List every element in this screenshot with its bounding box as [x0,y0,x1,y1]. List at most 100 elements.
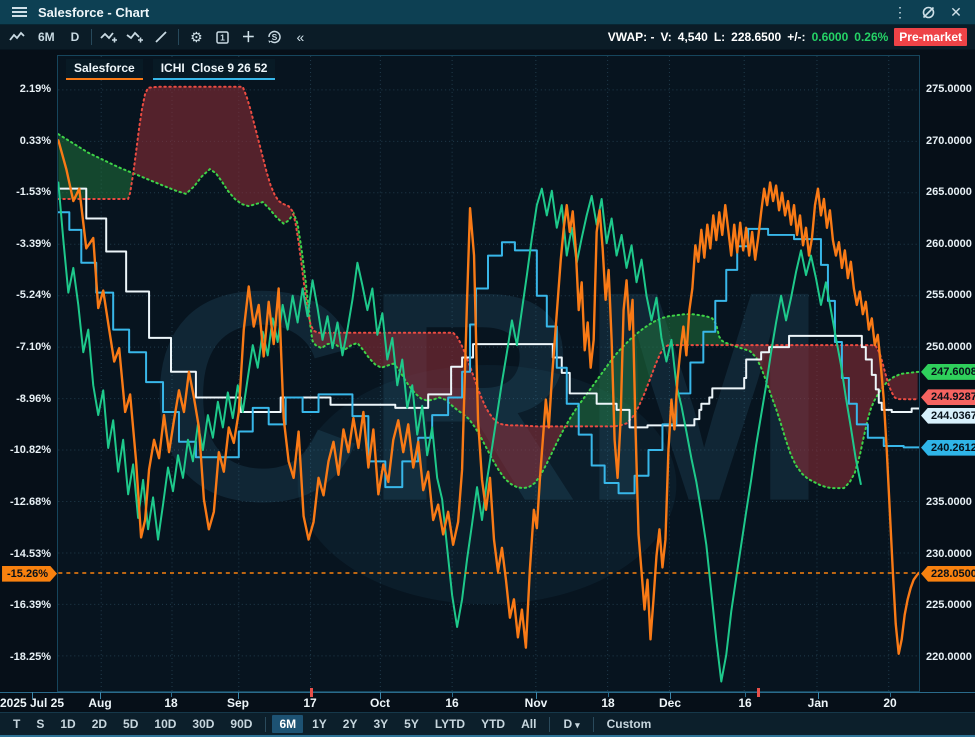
kebab-menu-icon[interactable]: ⋮ [893,3,907,20]
trendline-draw-icon[interactable] [152,28,170,46]
change-label: +/-: [787,30,806,44]
range-toolbar-divider [549,716,551,732]
time-axis-tick [608,692,609,697]
time-axis-label: 16 [738,696,752,710]
range-button-2y[interactable]: 2Y [342,717,358,731]
price-axis-label: 250.0000 [926,341,972,354]
range-button-90d[interactable]: 90D [230,717,253,731]
time-axis-label: 18 [164,696,178,710]
range-button-3y[interactable]: 3Y [373,717,389,731]
svg-text:S: S [272,32,278,42]
time-axis-label: 20 [883,696,897,710]
settings-gear-icon[interactable]: ⚙ [190,28,203,45]
range-button-5y[interactable]: 5Y [404,717,419,731]
price-axis[interactable]: 275.0000 270.0000 265.0000 260.0000 255.0000… [920,50,975,692]
time-axis-tick [380,692,381,699]
time-axis-label: 16 [445,696,459,710]
price-axis-label: 265.0000 [926,186,972,199]
volume-label: V: [660,30,672,44]
range-button-lytd[interactable]: LYTD [434,717,466,731]
range-button-s[interactable]: S [36,717,45,731]
percent-axis-label: -8.96% [16,392,51,405]
volume-value: 4,540 [677,30,708,44]
collapse-toolbar-icon[interactable]: « [296,29,305,45]
range-button-5d[interactable]: 5D [123,717,139,731]
price-axis-label: 255.0000 [926,289,972,302]
percent-axis-label: -10.82% [10,444,51,457]
last-label: L: [713,30,726,44]
time-axis-label: Dec [658,696,682,710]
time-axis[interactable]: 2025 Jul 25 Aug 18 Sep 17 Oct 16 Nov 18 Dec 16 Jan 2… [0,688,975,712]
time-axis-tick [100,692,101,699]
chevron-down-icon: ▾ [575,720,580,730]
time-axis-label: 2025 Jul 25 [0,696,65,710]
session-marker-tick [310,688,313,697]
quote-status: VWAP: - V: 4,540 L: 228.6500 +/-: 0.6000… [608,28,967,46]
percent-axis-label: -5.24% [16,289,51,302]
layout-icon[interactable]: 1 [213,28,231,46]
time-axis-label: Nov [524,696,548,710]
time-axis-tick [32,692,33,699]
custom-range-button[interactable]: Custom [606,717,652,731]
percent-axis[interactable]: 2.19% 0.33% -1.53% -3.39% -5.24% -7.10% -8.96%… [0,50,57,692]
time-axis-tick [536,692,537,699]
range-button-2d[interactable]: 2D [91,717,108,731]
range-button-30d[interactable]: 30D [192,717,215,731]
senkou-b-badge: 244.9287 [921,389,975,406]
time-axis-tick [171,692,172,697]
range-button-ytd[interactable]: YTD [481,717,506,731]
range-button-6m[interactable]: 6M [272,715,304,733]
timeframe-button[interactable]: 6M [38,30,55,44]
sync-symbol-icon[interactable]: S [265,28,283,46]
change-percent: 0.26% [854,30,889,44]
price-axis-label: 260.0000 [926,237,972,250]
percent-axis-label: 0.33% [19,134,51,147]
senkou-a-badge: 247.6008 [921,363,975,380]
line-chart-type-icon[interactable] [8,28,26,46]
unlink-icon[interactable] [919,3,937,21]
range-button-1d[interactable]: 1D [60,717,76,731]
price-axis-label: 225.0000 [926,599,972,612]
interval-button[interactable]: D [70,30,80,44]
range-button-10d[interactable]: 10D [154,717,177,731]
interval-dropdown[interactable]: D ▾ [563,717,580,731]
price-axis-label: 275.0000 [926,83,972,95]
chart-toolbar: 6M D ⚙ 1 ＋ S « VWAP: - V: 4,540 L: 228.6… [0,25,975,50]
add-chart-icon[interactable]: ＋ [241,29,256,45]
session-badge: Pre-market [894,28,967,46]
time-axis-label: 17 [303,696,317,710]
chart-canvas[interactable]: Salesforce ICHI Close 9 26 52 CRM [57,55,920,692]
chart-region: 2.19% 0.33% -1.53% -3.39% -5.24% -7.10% -8.96%… [0,50,975,692]
legend-symbol-chip[interactable]: Salesforce [66,59,143,80]
range-toolbar-divider [265,716,267,732]
svg-text:1: 1 [220,33,225,43]
time-axis-label: Oct [369,696,391,710]
time-axis-tick [452,692,453,697]
range-button-1y[interactable]: 1Y [312,717,327,731]
time-axis-tick [745,692,746,697]
percent-axis-label: -7.10% [16,341,51,354]
last-percent-badge: -15.26% [2,566,57,582]
toolbar-divider [178,29,180,45]
time-axis-tick [890,692,891,697]
compare-symbol-icon[interactable] [126,28,144,46]
last-price-badge: 228.0500 [921,565,975,582]
window-title: Salesforce - Chart [38,4,150,20]
percent-axis-label: -3.39% [16,237,51,250]
vwap-value: VWAP: - [607,30,655,44]
time-axis-label: Jan [807,696,829,710]
time-axis-tick [818,692,819,699]
legend-indicator-chip[interactable]: ICHI Close 9 26 52 [152,59,276,80]
price-axis-label: 235.0000 [926,495,972,508]
change-value: 0.6000 [811,30,849,44]
range-button-all[interactable]: All [521,717,537,731]
price-axis-label: 220.0000 [926,650,972,663]
time-axis-tick [670,692,671,699]
toolbar-divider [91,29,93,45]
add-indicator-icon[interactable] [100,28,118,46]
chart-series-svg: CRM [58,56,919,691]
kijun-badge: 244.0367 [921,407,975,424]
close-icon[interactable]: ✕ [950,3,962,20]
menu-icon[interactable] [10,3,28,21]
range-button-t[interactable]: T [13,717,21,731]
